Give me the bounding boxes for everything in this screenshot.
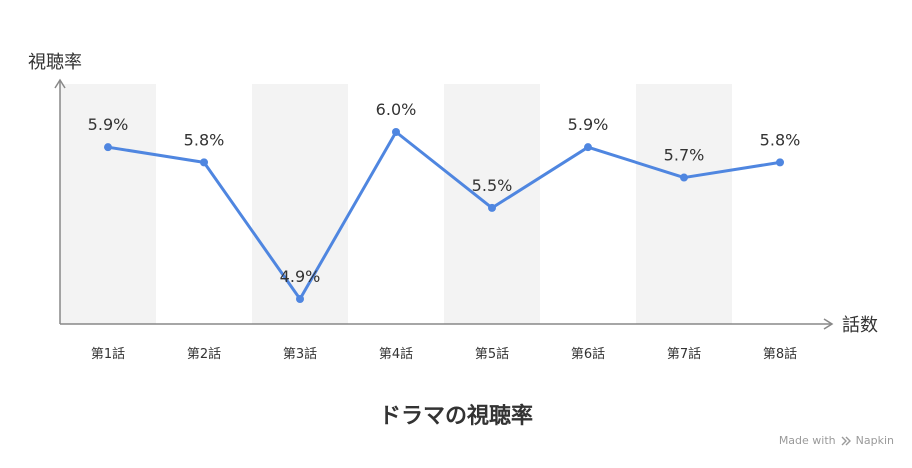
chart-title: ドラマの視聴率 bbox=[378, 404, 533, 429]
series-line-group: 5.9% 5.8% 4.9% 6.0% 5.5% 5.9% 5.7% 5.8% bbox=[88, 100, 801, 303]
x-tick-label: 第8話 bbox=[763, 346, 797, 362]
chart-axes: 視聴率 話数 bbox=[28, 52, 878, 336]
x-tick-label: 第1話 bbox=[91, 346, 125, 362]
data-label: 5.9% bbox=[88, 115, 129, 134]
data-point bbox=[680, 173, 688, 182]
x-tick-label: 第3話 bbox=[283, 346, 317, 362]
x-tick-label: 第4話 bbox=[379, 346, 413, 362]
made-with-napkin-watermark: Made with Napkin bbox=[779, 434, 894, 447]
data-point bbox=[584, 143, 592, 152]
x-axis-arrow bbox=[823, 318, 834, 330]
data-label: 5.7% bbox=[664, 146, 705, 165]
x-tick-labels: 第1話 第2話 第3話 第4話 第5話 第6話 第7話 第8話 bbox=[91, 346, 797, 362]
y-axis-arrow bbox=[54, 78, 66, 89]
data-label: 4.9% bbox=[280, 267, 321, 286]
column-band bbox=[636, 84, 732, 324]
data-point bbox=[296, 295, 304, 303]
x-axis-title: 話数 bbox=[842, 315, 878, 336]
x-tick-label: 第5話 bbox=[475, 346, 509, 362]
data-label: 5.9% bbox=[568, 115, 609, 134]
data-label: 5.5% bbox=[472, 176, 513, 195]
column-bands bbox=[60, 84, 732, 324]
x-tick-label: 第2話 bbox=[187, 346, 221, 362]
x-tick-label: 第7話 bbox=[667, 346, 701, 362]
x-tick-label: 第6話 bbox=[571, 346, 605, 362]
data-point bbox=[200, 158, 208, 167]
data-label: 5.8% bbox=[184, 130, 225, 149]
series-line bbox=[107, 130, 781, 301]
watermark-brand: Napkin bbox=[855, 434, 894, 447]
data-point bbox=[488, 203, 496, 212]
column-band bbox=[252, 84, 348, 324]
watermark-text: Made with bbox=[778, 434, 836, 447]
data-point bbox=[104, 143, 112, 152]
data-point bbox=[392, 128, 400, 136]
y-axis-title: 視聴率 bbox=[28, 52, 82, 73]
column-band bbox=[60, 84, 156, 324]
napkin-logo-icon bbox=[841, 436, 851, 445]
data-label: 5.8% bbox=[760, 130, 801, 149]
data-point bbox=[776, 158, 784, 167]
data-label: 6.0% bbox=[376, 100, 417, 119]
